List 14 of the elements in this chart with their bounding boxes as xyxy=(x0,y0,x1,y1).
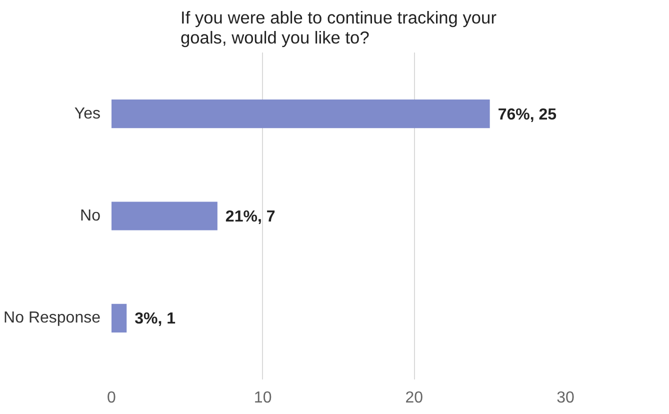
x-tick-label: 30 xyxy=(556,390,574,406)
y-tick-label: No xyxy=(80,208,101,224)
data-label: 3%, 1 xyxy=(134,310,176,328)
chart-title: If you were able to continue tracking your goals, would you like to? xyxy=(180,8,497,48)
bar xyxy=(112,100,490,128)
data-label: 76%, 25 xyxy=(498,106,557,124)
bar xyxy=(112,202,218,230)
data-label: 21%, 7 xyxy=(225,208,276,226)
x-tick-label: 10 xyxy=(254,390,272,406)
x-tick-label: 0 xyxy=(107,390,116,406)
bar xyxy=(112,304,127,332)
y-tick-label: Yes xyxy=(74,105,101,122)
x-tick-label: 20 xyxy=(405,390,424,406)
y-tick-label: No Response xyxy=(4,310,101,327)
